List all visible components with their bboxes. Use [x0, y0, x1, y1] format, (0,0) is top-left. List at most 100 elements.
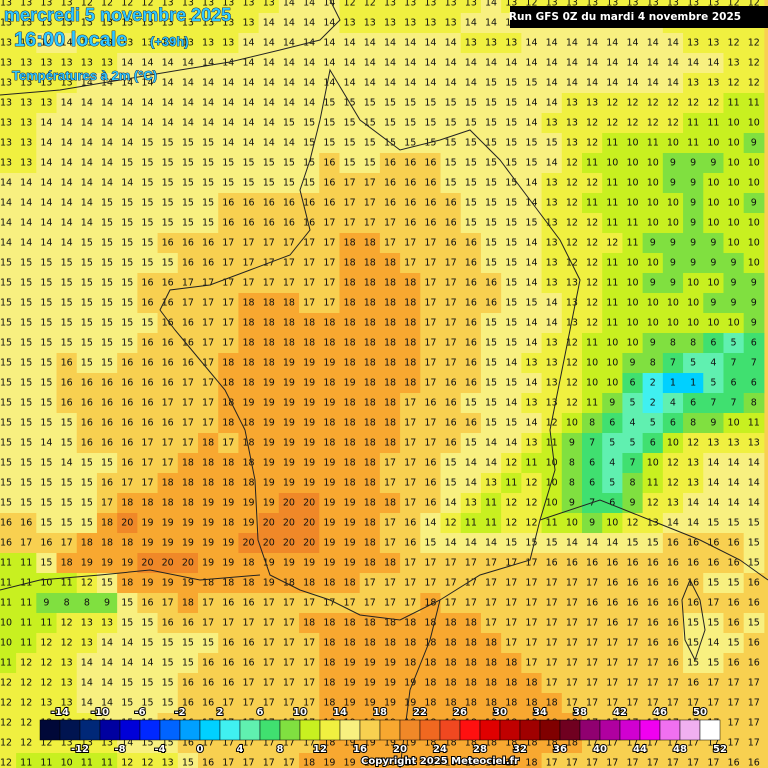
- colorbar-swatch: [39, 719, 61, 741]
- temperature-value: 15: [141, 138, 153, 149]
- temperature-value: 16: [424, 458, 436, 469]
- temperature-value: 14: [748, 498, 760, 509]
- temperature-value: 14: [162, 98, 174, 109]
- temperature-value: 15: [505, 538, 517, 549]
- temperature-value: 17: [202, 338, 214, 349]
- temperature-value: 10: [728, 198, 740, 209]
- temperature-cell: [683, 93, 704, 114]
- temperature-cell: [16, 0, 37, 14]
- temperature-value: 14: [525, 318, 537, 329]
- temperature-cell: [683, 153, 704, 174]
- temperature-value: 17: [485, 578, 497, 589]
- temperature-value: 14: [424, 38, 436, 49]
- temperature-value: 6: [589, 478, 595, 489]
- temperature-value: 18: [303, 618, 315, 629]
- temperature-cell: [238, 0, 260, 14]
- temperature-value: 19: [364, 658, 376, 669]
- temperature-value: 12: [586, 118, 598, 129]
- temperature-value: 15: [505, 198, 517, 209]
- temperature-value: 18: [222, 518, 234, 529]
- temperature-value: 16: [667, 598, 679, 609]
- temperature-value: 8: [589, 418, 595, 429]
- temperature-cell: [76, 53, 98, 74]
- temperature-value: 11: [748, 98, 760, 109]
- temperature-value: 14: [61, 198, 73, 209]
- temperature-value: 18: [222, 378, 234, 389]
- temperature-cell: [319, 113, 340, 134]
- temperature-value: 14: [182, 118, 194, 129]
- temperature-value: 10: [647, 318, 659, 329]
- temperature-value: 14: [121, 58, 133, 69]
- temperature-value: 12: [566, 238, 578, 249]
- temperature-value: 14: [20, 238, 32, 249]
- temperature-value: 11: [101, 758, 113, 768]
- colorbar-swatch: [379, 719, 401, 741]
- temperature-cell: [258, 73, 280, 94]
- temperature-cell: [56, 93, 78, 114]
- colorbar-label-bottom: 8: [277, 744, 284, 755]
- temperature-value: 14: [445, 78, 457, 89]
- colorbar-label-top: 38: [573, 707, 587, 718]
- temperature-value: 16: [404, 518, 416, 529]
- temperature-value: 16: [465, 238, 477, 249]
- temperature-value: 16: [728, 618, 740, 629]
- temperature-value: 11: [20, 638, 32, 649]
- temperature-value: 12: [748, 38, 760, 49]
- temperature-value: 14: [101, 658, 113, 669]
- temperature-value: 20: [263, 538, 275, 549]
- temperature-cell: [117, 13, 138, 34]
- temperature-value: 14: [465, 538, 477, 549]
- temperature-value: 14: [667, 58, 679, 69]
- temperature-value: 6: [589, 458, 595, 469]
- temperature-value: 10: [707, 138, 719, 149]
- temperature-value: 18: [465, 658, 477, 669]
- temperature-value: 14: [283, 58, 295, 69]
- temperature-value: 14: [445, 58, 457, 69]
- temperature-value: 17: [465, 598, 477, 609]
- colorbar-label-top: 46: [653, 707, 667, 718]
- temperature-value: 14: [20, 218, 32, 229]
- colorbar-label-top: 34: [533, 707, 547, 718]
- temperature-value: 15: [485, 238, 497, 249]
- temperature-value: 15: [20, 358, 32, 369]
- temperature-value: 10: [586, 378, 598, 389]
- temperature-value: 16: [465, 318, 477, 329]
- colorbar-label-bottom: -4: [154, 744, 165, 755]
- temperature-value: 18: [505, 658, 517, 669]
- temperature-value: 13: [202, 38, 214, 49]
- colorbar-label-bottom: 12: [313, 744, 327, 755]
- temperature-cell: [339, 133, 361, 154]
- temperature-value: 15: [141, 198, 153, 209]
- temperature-value: 16: [465, 378, 477, 389]
- temperature-value: 11: [525, 458, 537, 469]
- temperature-cell: [177, 73, 199, 94]
- temperature-value: 15: [505, 338, 517, 349]
- temperature-cell: [76, 153, 98, 174]
- temperature-value: 14: [323, 38, 335, 49]
- temperature-value: 18: [384, 358, 396, 369]
- temperature-value: 10: [626, 258, 638, 269]
- temperature-value: 17: [222, 238, 234, 249]
- temperature-cell: [359, 153, 381, 174]
- colorbar-swatch: [99, 719, 121, 741]
- temperature-value: 9: [690, 218, 696, 229]
- temperature-value: 15: [101, 258, 113, 269]
- temperature-cell: [480, 153, 502, 174]
- temperature-cell: [198, 93, 219, 114]
- temperature-value: 15: [485, 418, 497, 429]
- temperature-cell: [36, 13, 58, 34]
- temperature-value: 18: [344, 298, 356, 309]
- temperature-cell: [177, 0, 199, 14]
- temperature-cell: [723, 113, 745, 134]
- temperature-cell: [238, 113, 260, 134]
- temperature-value: 12: [364, 0, 376, 9]
- temperature-cell: [16, 153, 37, 174]
- temperature-cell: [258, 0, 280, 14]
- temperature-value: 18: [384, 638, 396, 649]
- temperature-value: 19: [344, 498, 356, 509]
- temperature-value: 13: [687, 38, 699, 49]
- temperature-value: 15: [0, 418, 12, 429]
- temperature-value: 19: [323, 758, 335, 768]
- temperature-value: 2: [650, 398, 656, 409]
- temperature-value: 14: [404, 58, 416, 69]
